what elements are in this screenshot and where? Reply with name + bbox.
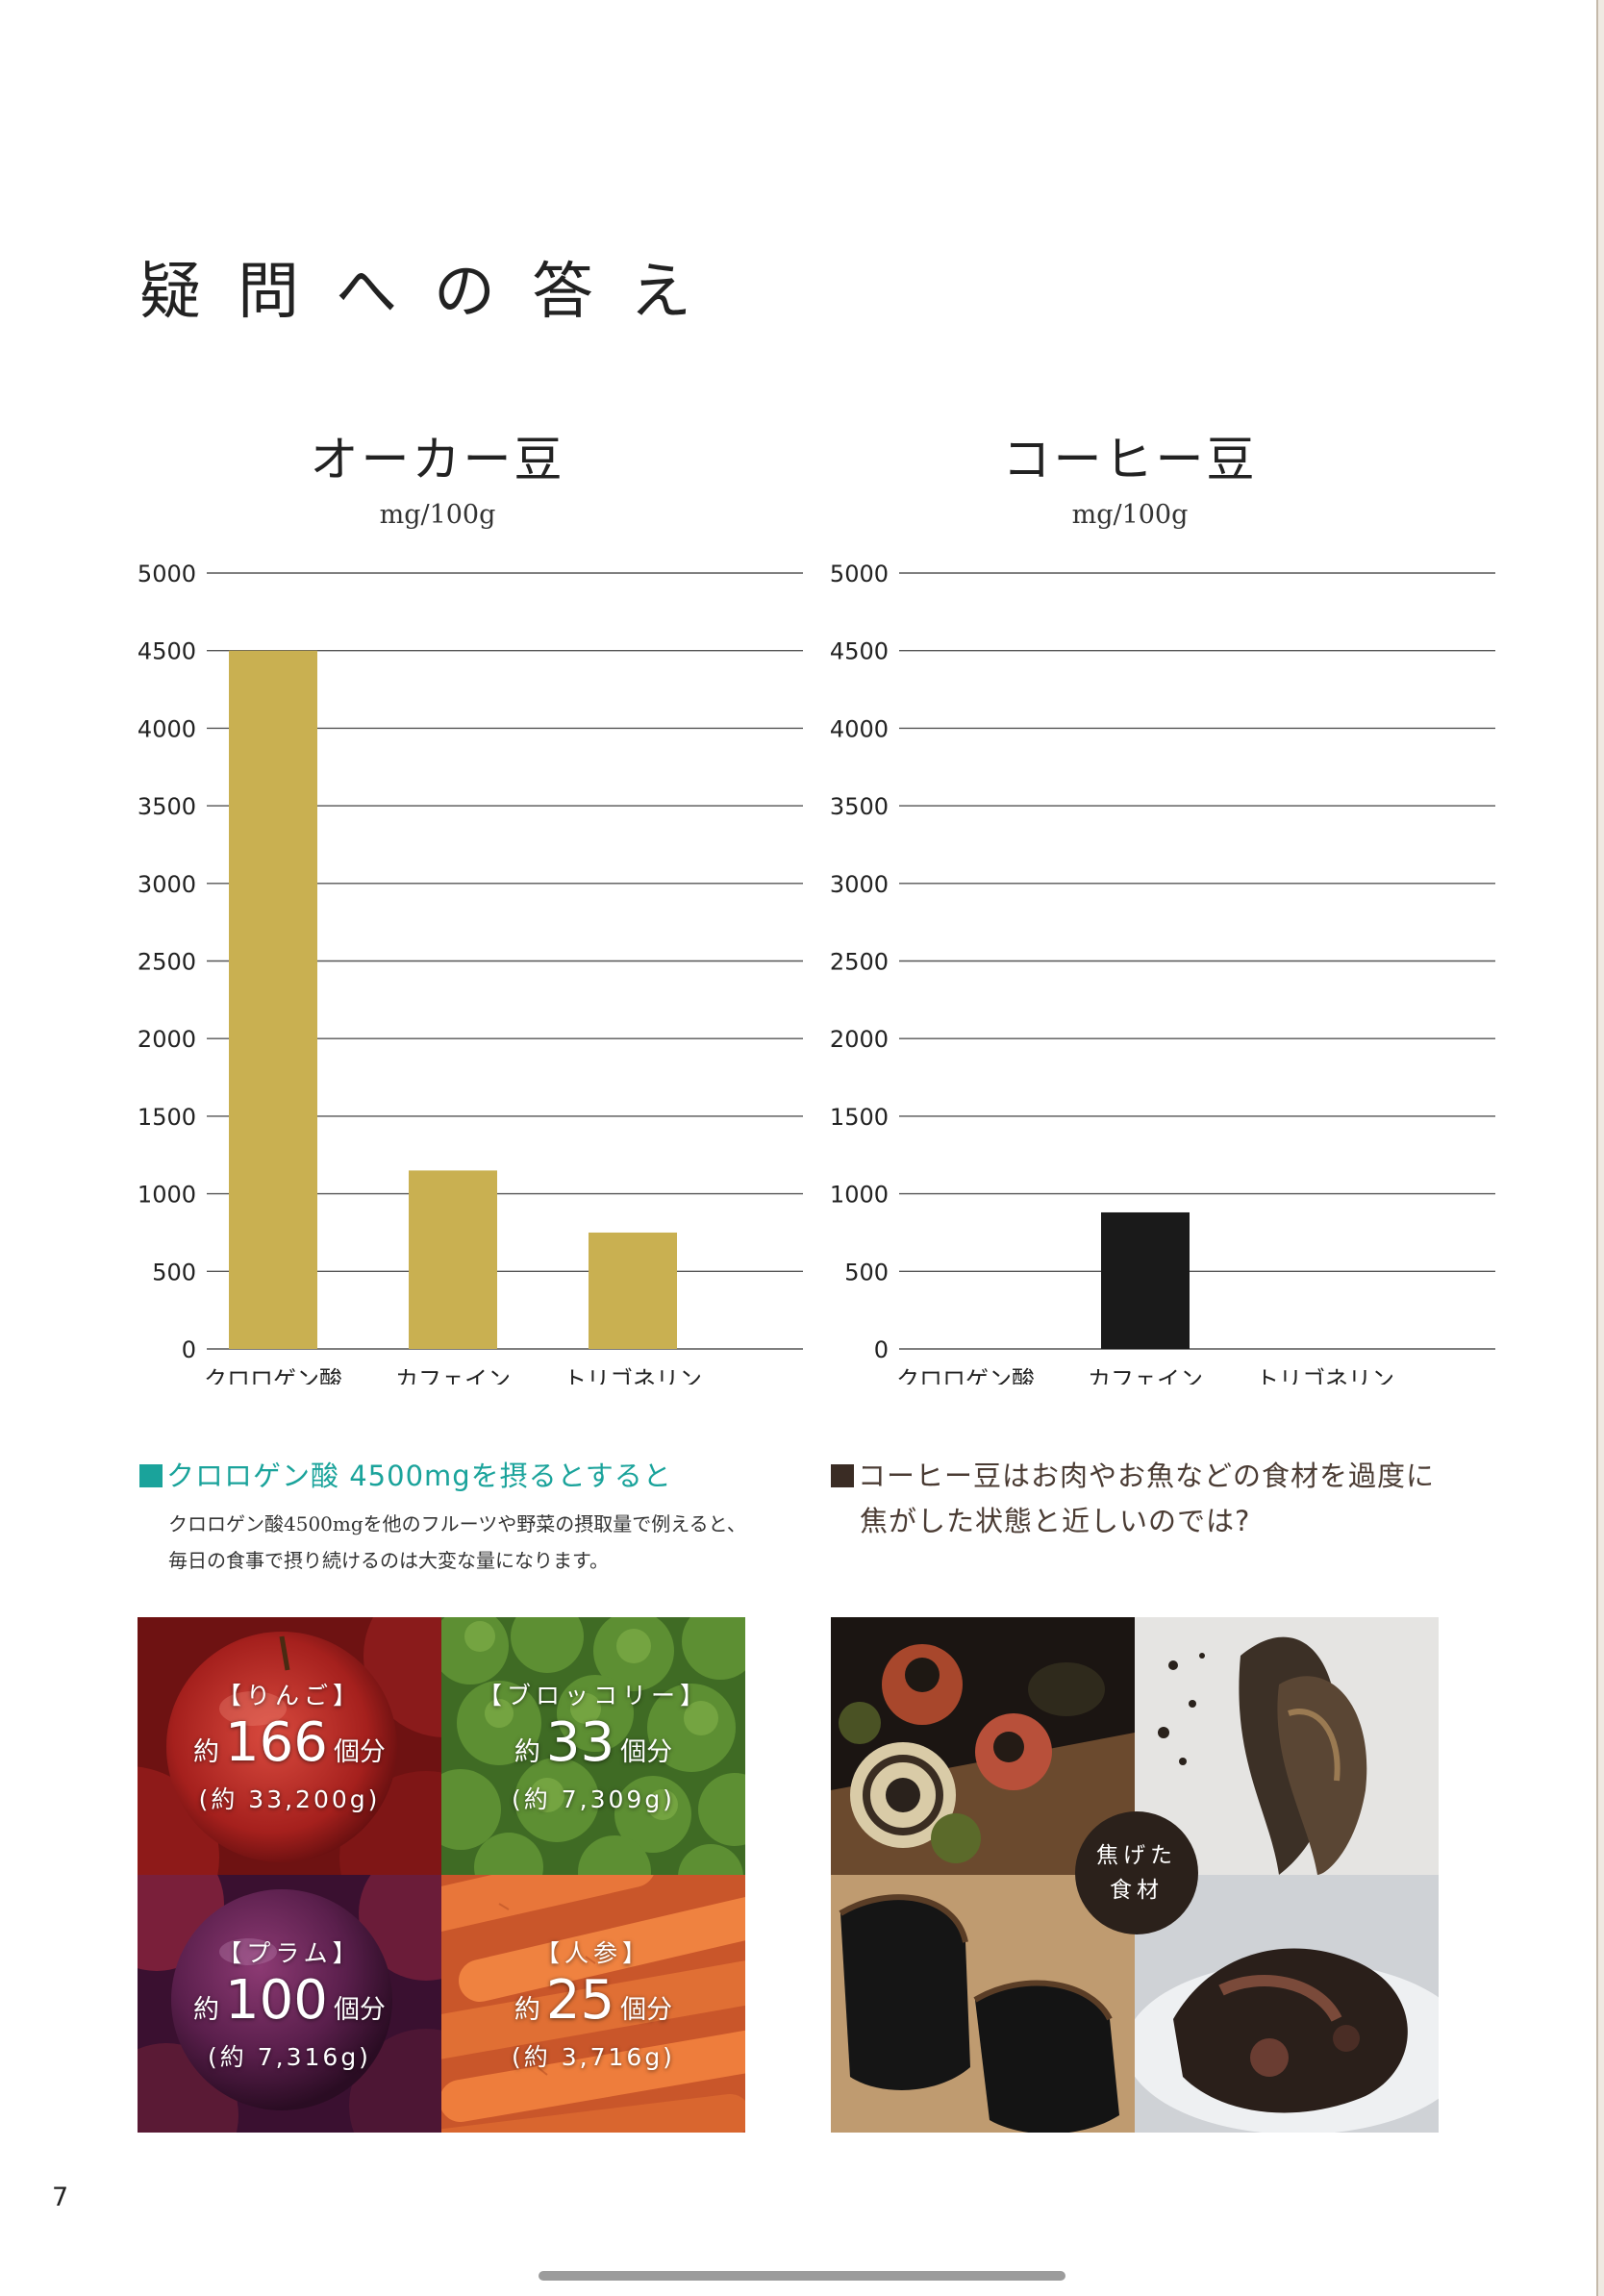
bar (229, 650, 317, 1349)
y-tick-label: 1500 (830, 1104, 889, 1131)
y-tick-label: 2500 (138, 949, 196, 976)
count-value: 166 (225, 1711, 328, 1774)
chart-unit: mg/100g (379, 500, 496, 530)
bar (589, 1232, 677, 1349)
y-tick-label: 5000 (138, 561, 196, 587)
count-suffix: 個分 (333, 1737, 386, 1767)
tile-caption: 【人参】 約 25 個分 (約 3,716g) (441, 1875, 745, 2133)
x-tick-label: カフェイン (1088, 1366, 1203, 1385)
plum-photo (138, 1875, 441, 2133)
produce-count: 約 33 個分 (514, 1715, 672, 1781)
produce-grams: (約 33,200g) (198, 1785, 381, 1813)
burnt-fish-photo (1135, 1617, 1439, 1875)
y-tick-label: 1500 (138, 1104, 196, 1131)
produce-name: 【プラム】 (217, 1939, 362, 1967)
produce-grams: (約 3,716g) (512, 2043, 675, 2071)
count-suffix: 個分 (333, 1995, 386, 2025)
broccoli-photo (441, 1617, 745, 1875)
count-suffix: 個分 (620, 1737, 673, 1767)
produce-name: 【人参】 (535, 1939, 651, 1967)
count-prefix: 約 (514, 1737, 540, 1767)
x-tick-label: クロロゲン酸 (204, 1366, 342, 1385)
count-value: 25 (545, 1969, 615, 2032)
page-number: 7 (52, 2183, 69, 2212)
burnt-food-grid (831, 1617, 1439, 2133)
chart-title: オーカー豆 (310, 432, 565, 487)
produce-count: 約 166 個分 (193, 1715, 386, 1781)
produce-grams: (約 7,309g) (512, 1785, 675, 1813)
count-value: 33 (545, 1711, 615, 1774)
y-tick-label: 0 (182, 1336, 196, 1363)
chlorogenic-acid-description: クロロゲン酸4500mgを他のフルーツや野菜の摂取量で例えると、 毎日の食事で摂… (168, 1506, 784, 1579)
bar (409, 1170, 497, 1349)
y-tick-label: 1000 (830, 1182, 889, 1209)
page-edge-divider (1596, 0, 1604, 2296)
coffee-comparison-heading: コーヒー豆はお肉やお魚などの食材を過度に 焦がした状態と近しいのでは? (831, 1454, 1435, 1544)
broccoli-tile: 【ブロッコリー】 約 33 個分 (約 7,309g) (441, 1617, 745, 1875)
okra-bean-bar-chart: 0 500 1000 1500 2000 2500 3000 3500 4000 4500 5000… (138, 561, 803, 1385)
plum-tile: 【プラム】 約 100 個分 (約 7,316g) (138, 1875, 441, 2133)
y-tick-label: 2000 (830, 1026, 889, 1053)
count-value: 100 (225, 1969, 328, 2032)
badge-line: 食材 (1110, 1878, 1164, 1903)
y-tick-label: 3000 (138, 871, 196, 898)
coffee-bean-bar-chart: 0 500 1000 1500 2000 2500 3000 3500 4000 4500 5000… (830, 561, 1495, 1385)
burnt-meat-photo (1135, 1875, 1439, 2133)
brown-square-icon (831, 1464, 854, 1487)
y-tick-label: 4000 (830, 715, 889, 742)
home-indicator[interactable] (539, 2271, 1065, 2281)
heading-text: クロロゲン酸 4500mgを摂るとすると (166, 1460, 672, 1492)
tile-caption: 【プラム】 約 100 個分 (約 7,316g) (138, 1875, 441, 2133)
produce-grams: (約 7,316g) (208, 2043, 371, 2071)
count-suffix: 個分 (620, 1995, 673, 2025)
bar (1101, 1211, 1190, 1349)
y-tick-label: 3500 (830, 793, 889, 820)
heading-text: 焦がした状態と近しいのでは? (860, 1505, 1251, 1537)
burnt-vegetables-photo (831, 1617, 1135, 1875)
y-tick-label: 4500 (138, 638, 196, 665)
carrot-tile: 【人参】 約 25 個分 (約 3,716g) (441, 1875, 745, 2133)
x-tick-label: トリゴネリン (1256, 1366, 1394, 1385)
produce-equivalents-grid: 【りんご】 約 166 個分 (約 33,200g) 【ブロッコリー】 約 33 個分 … (138, 1617, 745, 2133)
y-tick-label: 4000 (138, 715, 196, 742)
y-tick-label: 3500 (138, 793, 196, 820)
chart-unit: mg/100g (1071, 500, 1189, 530)
okra-bean-chart: オーカー豆 mg/100g 0 500 1000 1500 2000 2500 3000 35… (72, 413, 803, 1413)
y-tick-label: 2500 (830, 949, 889, 976)
produce-name: 【ブロッコリー】 (477, 1682, 709, 1710)
count-prefix: 約 (193, 1995, 220, 2025)
produce-count: 約 25 個分 (514, 1973, 672, 2038)
burnt-food-badge: 焦げた 食材 (1075, 1811, 1198, 1934)
y-tick-label: 500 (152, 1259, 196, 1285)
produce-name: 【りんご】 (216, 1682, 362, 1710)
y-tick-label: 3000 (830, 871, 889, 898)
coffee-bean-chart: コーヒー豆 mg/100g 0 500 1000 1500 2000 2500 3000 35… (764, 413, 1495, 1413)
heading-text: コーヒー豆はお肉やお魚などの食材を過度に (858, 1460, 1436, 1492)
tile-caption: 【りんご】 約 166 個分 (約 33,200g) (138, 1617, 441, 1875)
badge-line: 焦げた (1096, 1843, 1177, 1868)
y-tick-label: 1000 (138, 1182, 196, 1209)
y-tick-label: 500 (844, 1259, 889, 1285)
x-tick-label: クロロゲン酸 (896, 1366, 1035, 1385)
y-tick-label: 2000 (138, 1026, 196, 1053)
apple-photo (138, 1617, 441, 1875)
y-tick-label: 0 (874, 1336, 889, 1363)
y-tick-label: 5000 (830, 561, 889, 587)
y-tick-label: 4500 (830, 638, 889, 665)
produce-count: 約 100 個分 (193, 1973, 386, 2038)
chlorogenic-acid-heading: クロロゲン酸 4500mgを摂るとすると (139, 1454, 672, 1499)
count-prefix: 約 (193, 1737, 220, 1767)
x-tick-label: カフェイン (395, 1366, 511, 1385)
carrot-photo (441, 1875, 745, 2133)
chart-title: コーヒー豆 (1002, 432, 1258, 487)
teal-square-icon (139, 1464, 163, 1487)
count-prefix: 約 (514, 1995, 540, 2025)
page-title: 疑問への答え (139, 257, 728, 328)
x-tick-label: トリゴネリン (564, 1366, 702, 1385)
burnt-toast-photo (831, 1875, 1135, 2133)
apple-tile: 【りんご】 約 166 個分 (約 33,200g) (138, 1617, 441, 1875)
tile-caption: 【ブロッコリー】 約 33 個分 (約 7,309g) (441, 1617, 745, 1875)
description-line: クロロゲン酸4500mgを他のフルーツや野菜の摂取量で例えると、 (168, 1512, 746, 1535)
description-line: 毎日の食事で摂り続けるのは大変な量になります。 (168, 1549, 609, 1572)
